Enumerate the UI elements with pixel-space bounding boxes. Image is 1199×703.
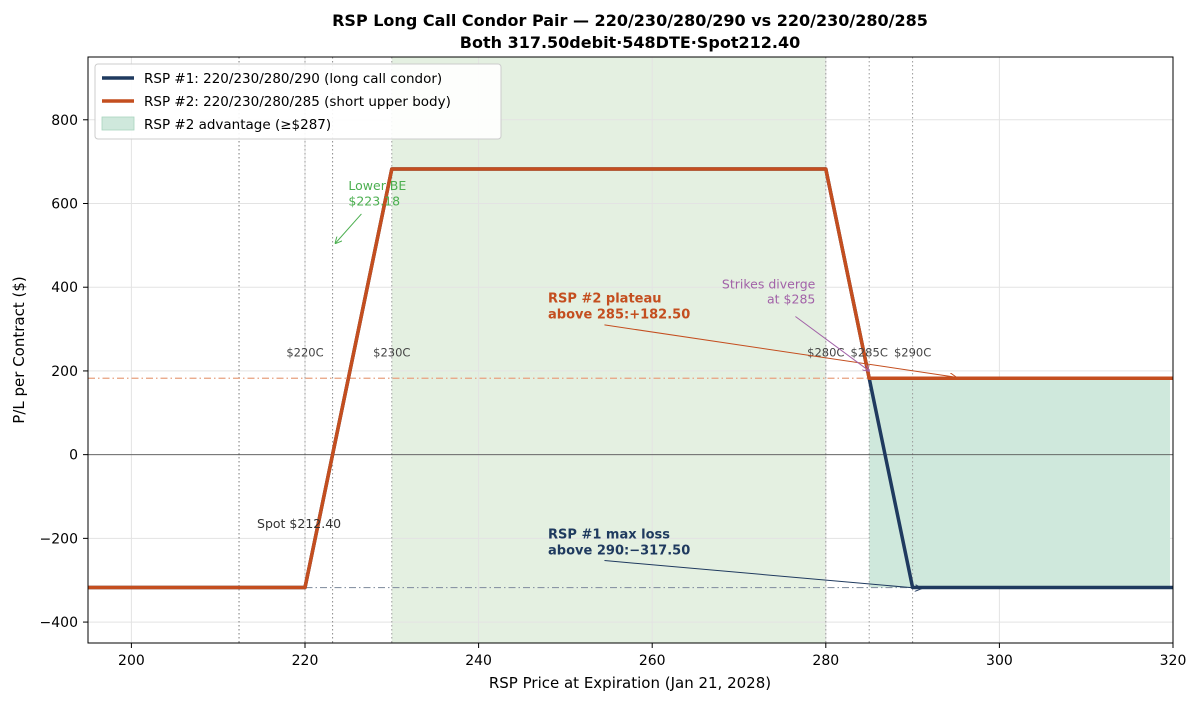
diverge-arrow — [795, 316, 869, 371]
legend-swatch — [101, 116, 135, 131]
lower-be-arrow — [335, 213, 362, 243]
plateau2-value: above 285:+182.50 — [548, 308, 690, 323]
lower-be-label: Lower BE — [348, 178, 406, 193]
x-tick-label: 320 — [1160, 653, 1187, 669]
series-line-2 — [88, 167, 1173, 590]
x-axis-label: RSP Price at Expiration (Jan 21, 2028) — [489, 674, 771, 692]
legend-label: RSP #2 advantage (≥$287) — [144, 117, 331, 133]
plateau-band — [391, 57, 826, 643]
advantage-band — [869, 378, 1170, 588]
y-tick-label: 800 — [51, 113, 78, 129]
y-tick-label: 400 — [51, 280, 78, 296]
x-tick-label: 260 — [639, 653, 666, 669]
legend: RSP #1: 220/230/280/290 (long call condo… — [94, 63, 502, 140]
y-axis-label: P/L per Contract ($) — [10, 276, 28, 423]
y-tick-label: −200 — [40, 531, 78, 547]
plateau2-label: RSP #2 plateau — [548, 292, 661, 307]
y-tick-label: 200 — [51, 364, 78, 380]
strike-label: $285C — [851, 345, 888, 359]
diverge-value: at $285 — [767, 292, 815, 307]
y-tick-label: 600 — [51, 197, 78, 213]
strike-label: $280C — [807, 345, 844, 359]
x-tick-label: 280 — [812, 653, 839, 669]
x-tick-label: 200 — [118, 653, 145, 669]
plot-area — [88, 57, 1173, 643]
strike-label: $230C — [373, 345, 410, 359]
plot-frame — [87, 56, 1174, 644]
chart-subtitle: Both 317.50debit·548DTE·Spot212.40 — [460, 33, 800, 52]
y-tick-label: 0 — [69, 448, 78, 464]
x-tick-label: 240 — [465, 653, 492, 669]
maxloss1-arrow — [604, 560, 921, 589]
maxloss1-value: above 290:−317.50 — [548, 543, 690, 558]
legend-label: RSP #1: 220/230/280/290 (long call condo… — [144, 71, 442, 87]
plateau2-arrow — [604, 324, 956, 377]
diverge-label: Strikes diverge — [722, 276, 816, 291]
legend-label: RSP #2: 220/230/280/285 (short upper bod… — [144, 94, 451, 110]
lower-be-value: $223.18 — [348, 194, 400, 209]
x-tick-label: 220 — [292, 653, 319, 669]
strike-label: $220C — [286, 345, 323, 359]
x-tick-label: 300 — [986, 653, 1013, 669]
spot-label: Spot $212.40 — [257, 516, 341, 531]
maxloss1-label: RSP #1 max loss — [548, 527, 670, 542]
legend-box — [94, 63, 502, 140]
y-tick-label: −400 — [40, 615, 78, 631]
chart-title: RSP Long Call Condor Pair — 220/230/280/… — [332, 11, 928, 30]
strike-label: $290C — [894, 345, 931, 359]
